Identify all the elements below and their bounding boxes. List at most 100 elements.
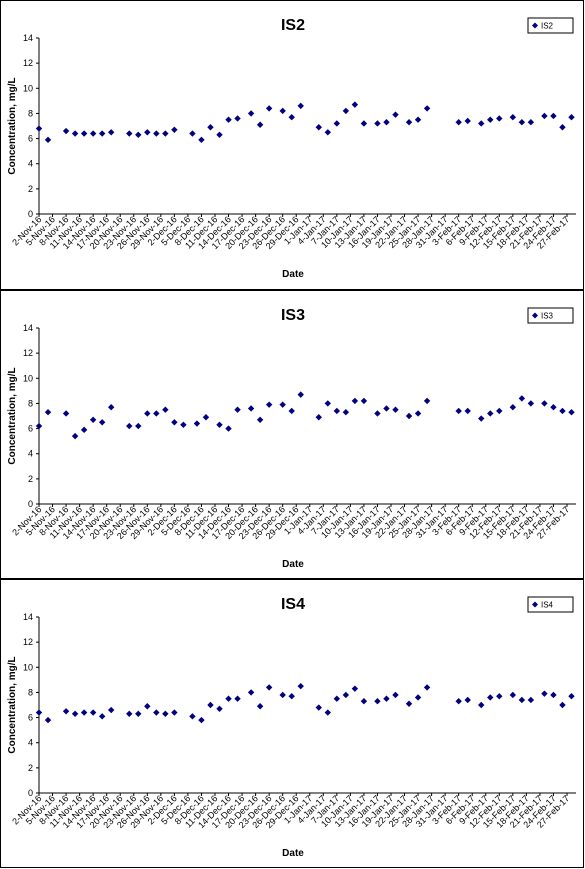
legend-box xyxy=(527,596,574,613)
data-point xyxy=(333,695,341,702)
data-point xyxy=(315,704,322,711)
y-axis-label: Concentration, mg/L xyxy=(7,656,18,753)
data-point xyxy=(108,706,115,714)
legend-marker xyxy=(532,22,538,29)
data-point xyxy=(247,110,255,117)
data-point xyxy=(568,114,575,121)
data-point xyxy=(256,416,264,423)
data-point xyxy=(265,684,273,691)
data-point xyxy=(496,115,503,122)
data-point xyxy=(62,708,70,715)
y-tick-label: 8 xyxy=(28,398,33,408)
data-point xyxy=(383,405,390,412)
data-point xyxy=(247,689,255,696)
data-point xyxy=(279,691,286,699)
data-point xyxy=(80,426,88,434)
data-point xyxy=(135,710,142,717)
data-point xyxy=(62,127,70,135)
data-point xyxy=(216,705,223,712)
legend-marker xyxy=(532,601,538,608)
data-point xyxy=(135,131,142,138)
data-point xyxy=(153,709,160,716)
data-point xyxy=(126,130,133,137)
data-point xyxy=(455,698,462,705)
chart-title: IS4 xyxy=(281,596,305,613)
y-tick-label: 6 xyxy=(28,134,33,144)
data-point xyxy=(234,695,241,702)
data-point xyxy=(568,409,575,416)
data-point xyxy=(297,102,304,110)
data-point xyxy=(423,684,431,691)
y-tick-label: 4 xyxy=(28,159,33,169)
data-point xyxy=(527,400,535,407)
data-point xyxy=(464,117,471,125)
y-tick-label: 12 xyxy=(23,58,33,68)
data-point xyxy=(144,410,151,417)
legend-box xyxy=(527,307,574,324)
data-point xyxy=(527,696,535,704)
data-point xyxy=(455,119,462,126)
y-tick-label: 6 xyxy=(28,713,33,723)
data-point xyxy=(405,700,413,707)
data-point xyxy=(225,425,232,432)
data-point xyxy=(126,422,133,430)
data-point xyxy=(487,694,494,701)
data-point xyxy=(62,410,70,417)
y-tick-label: 10 xyxy=(23,83,33,93)
chart-panel-is4: IS4 0 2 4 6 8 10 12 14 2-Nov-16 5-Nov-16 8-Nov-16 11… xyxy=(0,579,584,868)
data-point xyxy=(315,124,322,131)
data-point xyxy=(360,120,368,127)
data-point xyxy=(189,130,196,137)
data-point xyxy=(216,131,223,138)
y-tick-label: 2 xyxy=(28,763,33,773)
data-point xyxy=(126,710,133,717)
data-point xyxy=(256,121,264,128)
data-point xyxy=(414,694,422,701)
data-point xyxy=(496,407,503,415)
data-point xyxy=(198,716,205,724)
data-point xyxy=(98,419,106,426)
chart-is3: IS3024681012142-Nov-165-Nov-168-Nov-1611… xyxy=(7,307,576,570)
data-point xyxy=(383,695,390,702)
data-point xyxy=(234,406,241,413)
y-tick-label: 0 xyxy=(28,209,33,219)
data-point xyxy=(423,105,431,112)
data-point xyxy=(153,130,160,137)
data-point xyxy=(342,691,350,699)
legend-marker xyxy=(532,312,538,319)
data-point xyxy=(247,405,255,412)
data-point xyxy=(162,130,169,137)
data-point xyxy=(392,691,399,699)
y-tick-label: 4 xyxy=(28,449,33,459)
y-tick-label: 0 xyxy=(28,788,33,798)
data-point xyxy=(297,682,304,690)
data-point xyxy=(392,406,399,413)
data-point xyxy=(464,407,471,415)
data-point xyxy=(455,407,462,415)
data-point xyxy=(324,400,332,407)
y-tick-label: 14 xyxy=(23,612,33,622)
data-point xyxy=(193,420,201,427)
data-point xyxy=(509,691,517,699)
data-point xyxy=(360,397,368,405)
data-point xyxy=(518,119,526,126)
x-axis-label: Date xyxy=(282,559,304,570)
data-point xyxy=(135,422,142,430)
data-point xyxy=(71,432,79,440)
data-point xyxy=(35,709,43,716)
y-tick-label: 12 xyxy=(23,348,33,358)
data-point xyxy=(541,690,548,697)
data-point xyxy=(89,416,97,423)
data-point xyxy=(518,395,526,402)
data-point xyxy=(333,407,341,415)
data-point xyxy=(550,404,557,411)
data-point xyxy=(374,698,381,705)
chart-panel-is3: IS3 0 2 4 6 8 10 12 14 2-Nov-16 5-Nov-16 8-Nov-16 11… xyxy=(0,290,584,579)
data-point xyxy=(324,129,332,136)
data-point xyxy=(342,107,350,115)
legend: IS4 xyxy=(527,596,574,613)
data-point xyxy=(189,713,196,720)
data-point xyxy=(44,136,52,144)
data-point xyxy=(342,409,350,416)
data-point xyxy=(265,401,273,408)
